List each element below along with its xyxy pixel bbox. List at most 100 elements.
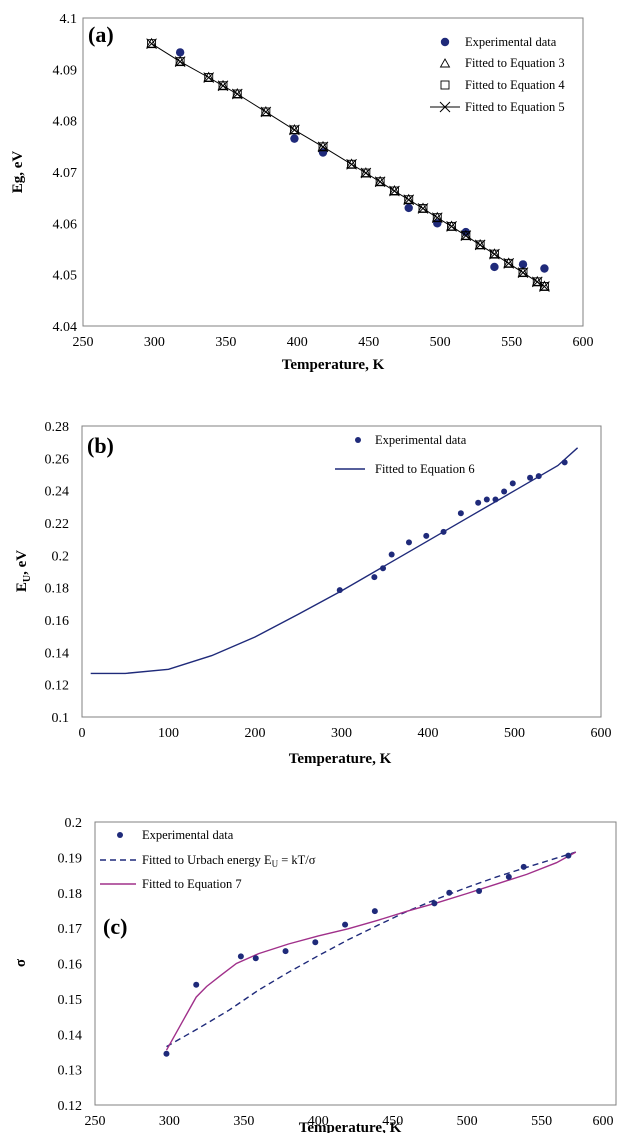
panel-a-series-1-point — [460, 229, 472, 240]
panel-a-series-2-point — [361, 168, 371, 178]
panel-a-y-tick: 4.05 — [53, 269, 78, 284]
panel-b-legend: Experimental data Fitted to Equation 6 — [335, 433, 475, 476]
panel-c-x-tick: 250 — [85, 1114, 106, 1129]
panel-b-y-tick: 0.22 — [45, 517, 70, 532]
panel-a-series-3-point — [360, 167, 372, 179]
panel-a-series-3-point — [203, 72, 215, 83]
panel-b-series-0-point — [440, 528, 447, 535]
panel-c-series-0-point — [520, 863, 527, 870]
panel-a-series-1-point — [489, 248, 500, 259]
panel-a-series-1-point — [403, 193, 415, 204]
panel-a-series-2-point — [218, 81, 228, 91]
panel-a-series-1-point — [231, 88, 243, 98]
panel-a-series-2-point — [261, 107, 271, 117]
panel-c-x-axis-title: Temperature, K — [299, 1120, 402, 1133]
panel-c-series-0-point — [312, 939, 319, 946]
panel-a-series-3-point — [174, 56, 186, 67]
panel-a-series-1-point — [203, 71, 215, 82]
panel-c-data-marks — [163, 851, 577, 1057]
panel-b-series-0-point — [371, 574, 378, 581]
panel-a-series-3-point — [489, 248, 500, 260]
panel-b-series-0-point — [423, 532, 430, 539]
panel-a-series-2-point — [318, 142, 328, 152]
panel-a-series-0-point — [404, 203, 413, 213]
panel-b-data-marks — [90, 447, 579, 675]
panel-c-x-tick: 300 — [159, 1114, 180, 1129]
panel-a-plot-area — [82, 17, 584, 327]
panel-a-series-1-point — [446, 220, 457, 231]
panel-b-legend-label: Experimental data — [375, 433, 467, 447]
panel-c-legend: Experimental data Fitted to Urbach energ… — [100, 828, 316, 891]
panel-c-y-axis-title: σ — [13, 958, 29, 967]
panel-c-y-tick: 0.13 — [58, 1064, 83, 1079]
panel-c-legend-label-urbach-main: Fitted to Urbach energy E — [142, 853, 272, 867]
panel-c-y-tick: 0.16 — [58, 958, 83, 973]
panel-a-x-tick: 400 — [287, 335, 308, 350]
panel-c-series-0-point — [476, 887, 483, 894]
panel-b-x-tick: 200 — [245, 726, 266, 741]
panel-c-y-ticks: 0.12 0.13 0.14 0.15 0.16 0.17 0.18 0.19 … — [58, 816, 83, 1114]
panel-c-series-1-line — [166, 851, 577, 1048]
panel-a-series-2-point — [232, 89, 242, 99]
panel-c-x-tick: 400 — [308, 1114, 329, 1129]
panel-a-series-2-point — [418, 203, 428, 213]
panel-b-y-tick: 0.24 — [45, 485, 70, 500]
panel-a-series-1-point — [431, 211, 443, 222]
panel-a-legend-label: Fitted to Equation 4 — [465, 78, 565, 92]
panel-b-x-axis-title: Temperature, K — [289, 751, 392, 767]
panel-b-y-axis-title-sub: U — [22, 575, 33, 582]
panel-a: 250 300 350 400 450 500 550 600 4.04 4.0… — [10, 12, 594, 373]
panel-a-series-3-point — [289, 124, 300, 136]
panel-a-legend-swatch-eq4 — [440, 80, 450, 90]
panel-a-series-1-point — [260, 105, 272, 116]
panel-b-legend-label: Fitted to Equation 6 — [375, 462, 475, 476]
panel-c-y-tick: 0.18 — [58, 887, 83, 902]
panel-a-y-tick: 4.08 — [53, 115, 78, 130]
panel-a-legend-swatch-eq3 — [439, 58, 451, 68]
panel-c-x-tick: 550 — [531, 1114, 552, 1129]
panel-a-data-marks — [146, 37, 550, 292]
panel-a-series-2-point — [375, 177, 385, 187]
panel-a-series-1-point — [539, 280, 550, 291]
panel-b-series-0-point — [483, 496, 490, 503]
panel-c-series-0-point — [565, 852, 572, 859]
panel-a-series-2-point — [504, 258, 514, 268]
panel-a-y-tick: 4.1 — [60, 12, 78, 27]
panel-a-series-2-point — [175, 57, 185, 67]
panel-b-x-tick: 100 — [158, 726, 179, 741]
panel-a-series-3-point — [431, 212, 443, 224]
panel-a-series-2-point — [389, 186, 399, 196]
panel-b-series-0-point — [501, 488, 508, 495]
panel-c-x-tick: 500 — [457, 1114, 478, 1129]
panel-a-series-1-point — [503, 257, 515, 268]
panel-b-y-tick: 0.2 — [52, 549, 70, 564]
panel-b-y-tick: 0.1 — [52, 711, 70, 726]
panel-c-series-0-point — [163, 1050, 170, 1057]
panel-b-y-tick: 0.12 — [45, 679, 70, 694]
panel-a-series-2-point — [432, 213, 442, 223]
panel-a-series-1-point — [360, 167, 372, 177]
panel-b-y-tick: 0.16 — [45, 614, 70, 629]
panel-a-x-tick: 350 — [215, 335, 236, 350]
panel-c-y-tick: 0.14 — [58, 1028, 83, 1043]
panel-b-series-0-point — [457, 510, 464, 517]
panel-a-series-2-point — [204, 73, 214, 82]
panel-c-series-0-point — [446, 889, 453, 896]
panel-a-series-1-point — [146, 37, 157, 48]
panel-b-series-0-point — [509, 480, 516, 487]
panel-b-x-tick: 400 — [418, 726, 439, 741]
panel-a-series-3-point — [317, 141, 329, 153]
panel-c-series-0-point — [505, 873, 512, 880]
panel-a-series-3-point — [417, 203, 429, 214]
panel-a-series-2-point — [147, 39, 157, 49]
panel-c-y-tick: 0.12 — [58, 1099, 83, 1114]
panel-a-series-2-point — [447, 221, 457, 231]
panel-c-x-tick: 350 — [233, 1114, 254, 1129]
panel-a-series-0-point — [540, 264, 549, 273]
panel-b-x-tick: 600 — [591, 726, 612, 741]
panel-c-series-0-point — [431, 900, 438, 907]
panel-c-y-tick: 0.2 — [65, 816, 83, 831]
panel-a-series-3-point — [446, 221, 457, 232]
panel-a-y-ticks: 4.04 4.05 4.06 4.07 4.08 4.09 4.1 — [53, 12, 78, 335]
panel-c-series-0-point — [193, 981, 200, 988]
